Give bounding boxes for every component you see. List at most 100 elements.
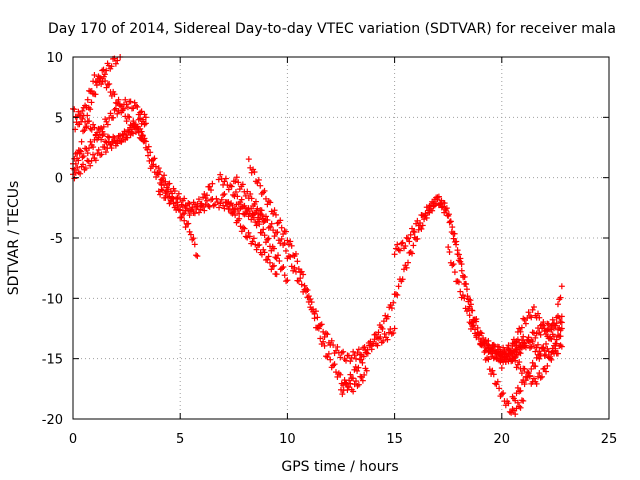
data-point bbox=[126, 114, 133, 121]
data-point bbox=[455, 251, 462, 258]
data-point bbox=[466, 319, 473, 326]
data-point bbox=[214, 199, 221, 206]
data-point bbox=[403, 234, 410, 241]
data-point bbox=[138, 136, 145, 143]
data-point bbox=[533, 380, 540, 387]
data-point bbox=[509, 343, 516, 350]
data-point bbox=[106, 80, 113, 87]
data-point bbox=[522, 342, 529, 349]
data-point bbox=[497, 348, 504, 355]
data-point bbox=[138, 128, 145, 135]
data-point bbox=[100, 123, 107, 130]
data-point bbox=[138, 108, 145, 115]
data-point bbox=[283, 278, 290, 285]
data-point bbox=[248, 216, 255, 223]
data-point bbox=[350, 375, 357, 382]
data-point bbox=[287, 238, 294, 245]
data-point bbox=[83, 145, 90, 152]
data-point bbox=[498, 365, 505, 372]
data-point bbox=[478, 340, 485, 347]
data-point bbox=[225, 186, 232, 193]
data-point bbox=[232, 189, 239, 196]
data-point bbox=[145, 152, 152, 159]
data-point bbox=[282, 228, 289, 235]
data-point bbox=[381, 330, 388, 337]
data-point bbox=[533, 354, 540, 361]
data-point bbox=[187, 206, 194, 213]
data-point bbox=[216, 204, 223, 211]
data-point bbox=[321, 333, 328, 340]
data-point bbox=[512, 339, 519, 346]
data-point bbox=[324, 331, 331, 338]
x-tick-label: 15 bbox=[386, 432, 403, 447]
data-point bbox=[103, 67, 110, 74]
data-point bbox=[249, 212, 256, 219]
data-point bbox=[451, 269, 458, 276]
data-point bbox=[175, 206, 182, 213]
x-tick-label: 20 bbox=[494, 432, 511, 447]
data-point bbox=[251, 169, 258, 176]
series-track-2 bbox=[70, 54, 124, 173]
data-point bbox=[532, 363, 539, 370]
data-point bbox=[517, 328, 524, 335]
data-point bbox=[167, 197, 174, 204]
data-point bbox=[78, 138, 85, 145]
data-point bbox=[520, 397, 527, 404]
data-point bbox=[208, 187, 215, 194]
data-point bbox=[339, 391, 346, 398]
x-axis-label: GPS time / hours bbox=[281, 459, 398, 475]
data-point bbox=[517, 350, 524, 357]
y-tick-label: 10 bbox=[46, 51, 63, 66]
y-tick-label: -20 bbox=[42, 413, 63, 428]
data-point bbox=[537, 352, 544, 359]
data-point bbox=[403, 264, 410, 271]
data-point bbox=[124, 113, 131, 120]
data-point bbox=[363, 349, 370, 356]
data-point bbox=[72, 169, 79, 176]
data-point bbox=[202, 201, 209, 208]
data-point bbox=[484, 355, 491, 362]
series-track-19 bbox=[488, 325, 565, 387]
data-point bbox=[130, 130, 137, 137]
data-point bbox=[269, 263, 276, 270]
data-point bbox=[87, 106, 94, 113]
data-point bbox=[87, 162, 94, 169]
data-point bbox=[166, 180, 173, 187]
data-point bbox=[249, 238, 256, 245]
data-point bbox=[264, 256, 271, 263]
data-point bbox=[442, 206, 449, 213]
data-point bbox=[137, 115, 144, 122]
y-tick-label: -10 bbox=[42, 292, 63, 307]
data-point bbox=[392, 291, 399, 298]
data-point bbox=[185, 207, 192, 214]
x-tick-label: 25 bbox=[601, 432, 618, 447]
data-point bbox=[92, 157, 99, 164]
data-point bbox=[446, 219, 453, 226]
data-point bbox=[395, 246, 402, 253]
data-point bbox=[226, 201, 233, 208]
data-point bbox=[454, 247, 461, 254]
data-point bbox=[122, 96, 129, 103]
data-point bbox=[191, 210, 198, 217]
data-point bbox=[355, 381, 362, 388]
data-point bbox=[558, 319, 565, 326]
data-point bbox=[470, 322, 477, 329]
data-point bbox=[213, 195, 220, 202]
data-point bbox=[429, 198, 436, 205]
data-point bbox=[255, 176, 262, 183]
data-point bbox=[394, 241, 401, 248]
data-point bbox=[218, 196, 225, 203]
data-point bbox=[441, 200, 448, 207]
data-point bbox=[391, 325, 398, 332]
data-point bbox=[175, 190, 182, 197]
data-point bbox=[307, 296, 314, 303]
data-point bbox=[99, 78, 106, 85]
data-point bbox=[142, 138, 149, 145]
data-point bbox=[115, 96, 122, 103]
data-point bbox=[423, 214, 430, 221]
data-point bbox=[537, 331, 544, 338]
data-point bbox=[539, 373, 545, 380]
data-point bbox=[364, 350, 371, 357]
data-point bbox=[278, 235, 285, 242]
data-point bbox=[186, 228, 193, 235]
